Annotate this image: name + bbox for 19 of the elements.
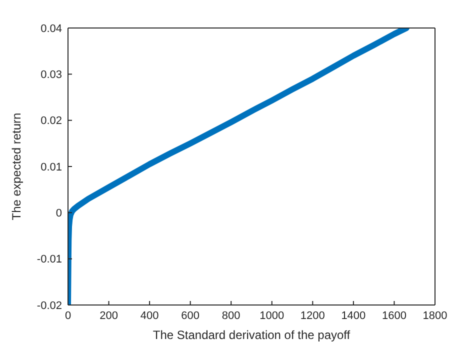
x-tick-label: 800 bbox=[222, 310, 240, 322]
y-tick-label: 0.04 bbox=[40, 22, 62, 35]
y-tick-label: 0.02 bbox=[40, 115, 62, 128]
x-tick-label: 1600 bbox=[382, 310, 406, 322]
y-tick-label: 0.03 bbox=[40, 69, 62, 82]
y-tick-label: -0.01 bbox=[36, 254, 62, 266]
x-tick-label: 1800 bbox=[422, 310, 448, 322]
y-tick-label: 0 bbox=[56, 208, 62, 220]
x-tick-label: 400 bbox=[140, 310, 159, 322]
x-axis-title: The Standard derivation of the payoff bbox=[152, 328, 351, 342]
y-axis-title: The expected return bbox=[9, 112, 24, 220]
x-tick-label: 1400 bbox=[341, 310, 366, 322]
x-tick-label: 600 bbox=[181, 310, 200, 322]
y-tick-label: 0.01 bbox=[40, 161, 62, 174]
x-tick-label: 200 bbox=[100, 310, 118, 322]
x-tick-label: 1200 bbox=[300, 310, 325, 322]
x-tick-label: 0 bbox=[64, 310, 72, 322]
y-tick-label: -0.02 bbox=[36, 300, 62, 312]
x-tick-label: 1000 bbox=[260, 310, 284, 322]
